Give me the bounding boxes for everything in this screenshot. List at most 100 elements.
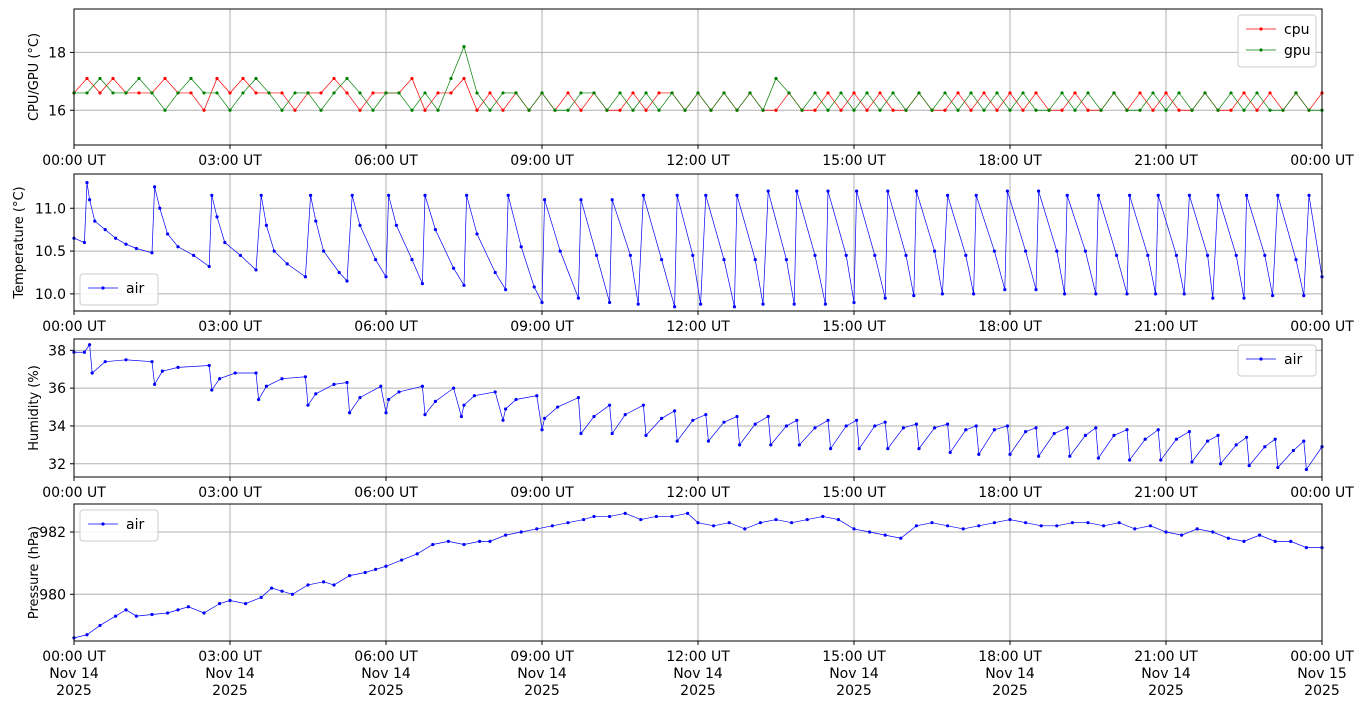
data-point-air bbox=[285, 262, 289, 266]
data-point-air bbox=[623, 511, 627, 515]
data-point-cpu bbox=[969, 108, 973, 112]
data-point-air bbox=[348, 574, 352, 578]
data-point-air bbox=[727, 521, 731, 525]
data-point-air bbox=[238, 253, 242, 257]
data-point-air bbox=[124, 242, 128, 246]
data-point-air bbox=[691, 418, 695, 422]
legend-label-air: air bbox=[1284, 352, 1302, 368]
data-point-air bbox=[696, 521, 700, 525]
data-point-air bbox=[940, 292, 945, 296]
data-point-cpu bbox=[1034, 91, 1038, 95]
x-tick-label: 15:00 UT bbox=[822, 319, 886, 335]
legend-box bbox=[1237, 344, 1317, 377]
data-point-air bbox=[332, 382, 336, 386]
x-tick-label: 00:00 UT bbox=[1290, 485, 1354, 501]
data-point-air bbox=[543, 416, 547, 420]
data-point-air bbox=[1302, 439, 1306, 443]
data-point-cpu bbox=[995, 108, 999, 112]
data-point-air bbox=[459, 414, 463, 419]
legend-box bbox=[79, 273, 159, 306]
data-point-cpu bbox=[956, 91, 960, 95]
data-point-air bbox=[280, 589, 284, 593]
data-point-cpu bbox=[449, 91, 453, 95]
data-point-air bbox=[272, 249, 276, 253]
data-point-air bbox=[433, 228, 437, 232]
data-point-air bbox=[290, 592, 294, 596]
data-point-air bbox=[332, 583, 336, 587]
data-point-air bbox=[506, 193, 510, 198]
data-point-air bbox=[1304, 545, 1308, 550]
data-point-air bbox=[654, 514, 659, 519]
data-point-air bbox=[722, 420, 726, 424]
data-point-air bbox=[1065, 426, 1069, 430]
data-point-air bbox=[1216, 433, 1220, 438]
data-point-air bbox=[207, 264, 211, 269]
data-point-cpu bbox=[1255, 108, 1259, 112]
data-point-air bbox=[519, 245, 523, 249]
data-point-air bbox=[1273, 437, 1277, 441]
data-point-air bbox=[1039, 524, 1043, 528]
data-point-air bbox=[504, 287, 508, 292]
data-point-air bbox=[1146, 253, 1150, 257]
data-point-air bbox=[475, 232, 479, 236]
data-point-air bbox=[400, 558, 404, 562]
data-point-air bbox=[1263, 445, 1267, 449]
data-point-air bbox=[314, 392, 318, 396]
data-point-air bbox=[1005, 189, 1010, 193]
data-point-cpu bbox=[332, 76, 336, 81]
data-point-gpu bbox=[631, 108, 635, 112]
legend: air bbox=[1237, 344, 1317, 377]
data-point-gpu bbox=[709, 108, 713, 112]
data-point-cpu bbox=[1021, 108, 1025, 112]
data-point-air bbox=[1211, 530, 1215, 534]
data-point-air bbox=[844, 253, 848, 257]
data-point-air bbox=[732, 305, 737, 309]
data-point-air bbox=[753, 258, 757, 262]
data-point-air bbox=[660, 416, 664, 420]
data-point-air bbox=[93, 219, 97, 223]
data-point-air bbox=[1156, 428, 1160, 432]
data-point-air bbox=[1037, 454, 1041, 458]
data-point-air bbox=[826, 418, 830, 422]
x-tick-label: 21:00 UT bbox=[1134, 649, 1198, 665]
x-tick-label: 2025 bbox=[368, 683, 404, 699]
x-tick-label: Nov 14 bbox=[517, 666, 567, 682]
data-point-gpu bbox=[826, 108, 830, 112]
data-point-air bbox=[270, 586, 274, 590]
data-point-air bbox=[98, 623, 102, 628]
data-point-air bbox=[992, 428, 997, 432]
data-point-cpu bbox=[319, 91, 323, 95]
data-point-gpu bbox=[475, 91, 479, 95]
data-point-air bbox=[348, 411, 352, 415]
data-point-air bbox=[303, 275, 307, 279]
data-point-air bbox=[535, 527, 539, 531]
x-tick-label: 00:00 UT bbox=[42, 319, 106, 335]
x-tick-label: 21:00 UT bbox=[1134, 319, 1198, 335]
x-tick-label: Nov 14 bbox=[49, 666, 99, 682]
y-tick-label: 36 bbox=[48, 381, 66, 397]
data-point-cpu bbox=[826, 91, 830, 95]
data-point-air bbox=[821, 514, 825, 519]
data-point-cpu bbox=[111, 76, 115, 81]
data-point-air bbox=[704, 413, 708, 417]
data-point-gpu bbox=[956, 108, 960, 112]
data-point-air bbox=[423, 193, 427, 198]
data-point-air bbox=[1128, 458, 1132, 462]
data-point-air bbox=[433, 399, 437, 403]
data-point-air bbox=[259, 595, 263, 600]
data-point-air bbox=[1128, 193, 1132, 198]
data-point-air bbox=[350, 193, 354, 198]
data-point-air bbox=[795, 418, 799, 422]
data-point-air bbox=[114, 614, 118, 618]
data-point-air bbox=[1034, 287, 1038, 292]
data-point-air bbox=[1094, 292, 1098, 296]
data-point-cpu bbox=[1177, 108, 1181, 112]
data-point-air bbox=[384, 564, 388, 568]
legend-marker-air bbox=[101, 286, 105, 290]
data-point-air bbox=[930, 521, 934, 525]
data-point-gpu bbox=[228, 108, 232, 112]
legend-label-gpu: gpu bbox=[1284, 43, 1311, 59]
data-point-air bbox=[1055, 524, 1059, 528]
